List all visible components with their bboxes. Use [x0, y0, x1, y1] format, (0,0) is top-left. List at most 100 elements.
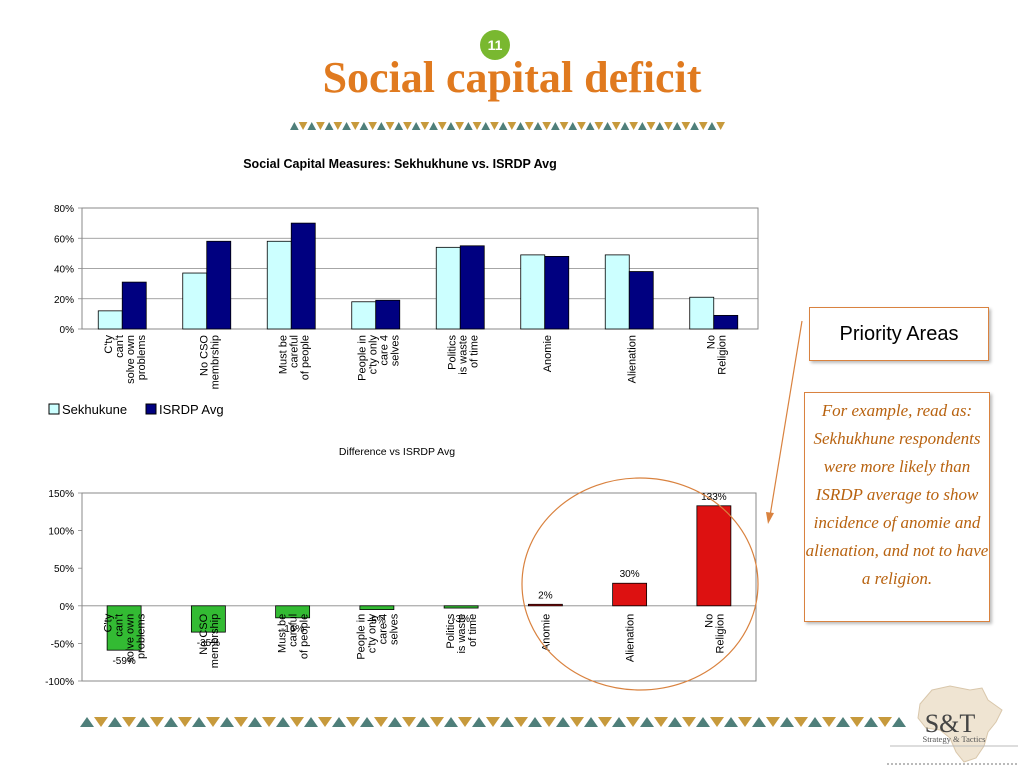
decorative-triangle: [682, 717, 696, 727]
logo-brand: S&T: [925, 709, 976, 738]
decorative-triangle: [206, 717, 220, 727]
logo-dot: [887, 763, 889, 765]
chart2-bar: [106, 605, 142, 651]
decorative-triangle: [248, 717, 262, 727]
decorative-triangle: [150, 717, 164, 727]
decorative-triangle: [164, 717, 178, 727]
decorative-triangle: [333, 122, 343, 130]
chart2-title: Difference vs ISRDP Avg: [339, 446, 455, 458]
chart1-bar-isrdp: [628, 271, 654, 330]
logo-dot: [1015, 763, 1017, 765]
decorative-triangle: [122, 717, 136, 727]
chart1-bar-sekhukune: [604, 254, 630, 330]
decorative-triangle: [307, 122, 317, 130]
chart1-ytick-label: 60%: [54, 234, 74, 245]
decorative-triangle: [655, 122, 665, 130]
chart1-xtick-label: Anomie: [542, 335, 554, 372]
decorative-triangle: [486, 717, 500, 727]
decorative-triangle: [458, 717, 472, 727]
chart2-ytick-label: 100%: [48, 527, 74, 538]
chart2-xtick-label: People inc'ty onlycare 4selves: [355, 613, 400, 659]
decorative-triangle: [342, 122, 351, 130]
logo-dot: [979, 763, 981, 765]
decorative-triangle: [780, 717, 794, 727]
chart2-xtick-label: NoReligion: [703, 614, 726, 654]
decorative-triangle: [178, 717, 192, 727]
logo-dot: [935, 763, 937, 765]
logo-dot: [919, 763, 921, 765]
decorative-triangle: [551, 122, 560, 130]
chart2-xtick-label: C'tycan'tsolve ownproblems: [103, 613, 148, 662]
decorative-triangle: [490, 122, 499, 130]
decorative-triangle: [411, 122, 421, 130]
decorative-triangle: [524, 122, 534, 130]
chart2-ytick-label: 0%: [60, 602, 75, 613]
decorative-triangle: [360, 717, 374, 727]
priority-areas-box: Priority Areas: [809, 307, 989, 361]
decorative-triangle: [444, 717, 458, 727]
decorative-triangle: [472, 122, 482, 130]
slide-number-badge: 11: [480, 30, 510, 60]
decorative-triangle: [262, 717, 276, 727]
logo-dot: [939, 763, 941, 765]
logo-dot: [987, 763, 989, 765]
decorative-triangle: [556, 717, 570, 727]
chart1-ytick-label: 40%: [54, 265, 74, 276]
pointer-arrow-head: [766, 512, 774, 524]
decorative-triangle: [808, 717, 822, 727]
chart1-xtick-label: C'tycan'tsolve ownproblems: [103, 335, 148, 384]
chart1-xtick-label: People inc'ty onlycare 4selves: [356, 335, 401, 381]
decorative-triangle: [377, 122, 386, 130]
decorative-triangle: [638, 122, 647, 130]
decorative-triangle: [455, 122, 464, 130]
chart2-ytick-label: 50%: [54, 564, 74, 575]
decorative-triangle-border-top: [290, 122, 725, 130]
decorative-triangle: [640, 717, 654, 727]
decorative-triangle: [654, 717, 668, 727]
decorative-triangle: [402, 717, 416, 727]
chart1-legend: Sekhukune ISRDP Avg: [48, 402, 224, 417]
decorative-triangle: [864, 717, 878, 727]
logo-tagline: Strategy & Tactics: [923, 734, 986, 744]
logo-dot: [959, 763, 961, 765]
decorative-triangle: [533, 122, 543, 130]
logo-dot: [927, 763, 929, 765]
decorative-triangle: [290, 122, 299, 130]
chart2-bar: [443, 605, 479, 609]
decorative-triangle: [850, 717, 864, 727]
decorative-triangle: [500, 717, 514, 727]
decorative-triangle: [507, 122, 517, 130]
chart1-bar-sekhukune: [689, 296, 715, 330]
chart1-bar-isrdp: [206, 240, 232, 330]
logo-dot: [1007, 763, 1009, 765]
logo-dot: [943, 763, 945, 765]
decorative-triangle: [559, 122, 569, 130]
decorative-triangle: [429, 122, 438, 130]
decorative-triangle: [464, 122, 473, 130]
decorative-triangle: [394, 122, 404, 130]
chart1-plot: 0% 20% 40% 60% 80% C'tycan'tsolve ownproblems…: [54, 204, 759, 389]
decorative-triangle: [416, 717, 430, 727]
chart2-xtick-label: No CSOmembrship: [198, 613, 221, 668]
legend-swatch-sekhukune: [48, 403, 60, 415]
chart1-bar-sekhukune: [520, 254, 546, 330]
slide-title: Social capital deficit: [322, 53, 702, 102]
chart2-bar: [527, 603, 563, 607]
chart2-xtick-label: Alienation: [625, 614, 637, 662]
logo-dot: [895, 763, 897, 765]
pointer-arrow-line: [769, 320, 803, 517]
decorative-triangle: [598, 717, 612, 727]
logo-dot: [915, 763, 917, 765]
logo-dot: [899, 763, 901, 765]
decorative-triangle: [668, 717, 682, 727]
logo-dot: [951, 763, 953, 765]
decorative-triangle: [437, 122, 447, 130]
decorative-triangle: [612, 717, 626, 727]
decorative-triangle: [822, 717, 836, 727]
logo-dot: [983, 763, 985, 765]
logo-dot: [923, 763, 925, 765]
decorative-triangle: [350, 122, 360, 130]
decorative-triangle: [690, 122, 699, 130]
decorative-triangle: [542, 717, 556, 727]
chart2-bar: [190, 605, 226, 633]
